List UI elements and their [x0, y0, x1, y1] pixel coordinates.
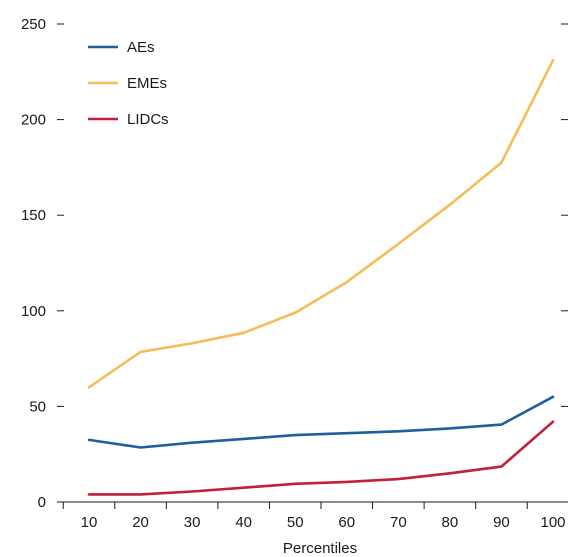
- y-tick-label: 0: [38, 494, 46, 511]
- legend: AEs EMEs LIDCs: [88, 39, 169, 128]
- x-tick-label: 10: [81, 514, 98, 531]
- y-tick-label: 50: [29, 398, 46, 415]
- x-tick-label: 50: [287, 514, 304, 531]
- x-tick-label: 20: [132, 514, 149, 531]
- y-tick-label: 200: [21, 112, 46, 129]
- legend-label-lidcs: LIDCs: [127, 111, 169, 128]
- series-layer: [87, 58, 555, 496]
- series-line-emes: [87, 58, 555, 389]
- y-tick-label: 100: [21, 303, 46, 320]
- legend-label-aes: AEs: [127, 39, 155, 56]
- legend-label-emes: EMEs: [127, 75, 167, 92]
- x-tick-label: 60: [338, 514, 355, 531]
- x-axis: 10 20 30 40 50 60 70 80 90 100: [62, 501, 568, 531]
- x-tick-label: 80: [442, 514, 459, 531]
- y-tick-label: 150: [21, 207, 46, 224]
- x-axis-title: Percentiles: [283, 540, 357, 557]
- x-tick-label: 70: [390, 514, 407, 531]
- y-tick-label: 250: [21, 16, 46, 33]
- series-line-aes: [87, 395, 555, 449]
- series-line-lidcs: [87, 420, 555, 496]
- x-tick-label: 100: [540, 514, 565, 531]
- y-axis: 0 50 100 150 200 250: [21, 16, 568, 511]
- x-tick-label: 30: [184, 514, 201, 531]
- x-tick-label: 90: [493, 514, 510, 531]
- x-tick-label: 40: [235, 514, 252, 531]
